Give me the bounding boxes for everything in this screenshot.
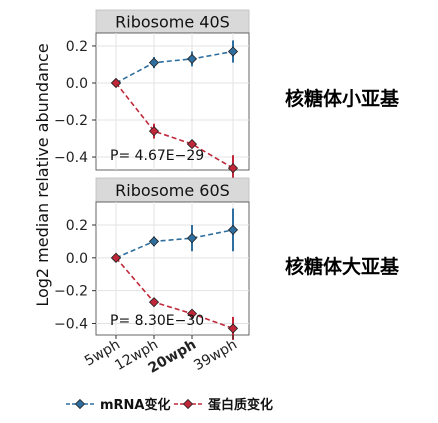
data-point-protein: [110, 252, 122, 263]
y-tick-label: 0.2: [66, 218, 88, 234]
plot-area: [95, 32, 250, 171]
legend-item-protein: 蛋白质变化: [174, 397, 273, 413]
data-point-mrna: [148, 57, 160, 68]
y-tick-label: −0.4: [54, 150, 88, 166]
data-point-protein: [148, 126, 160, 137]
data-point-protein: [110, 77, 122, 89]
legend-marker: [182, 398, 194, 410]
legend-label: mRNA变化: [100, 397, 171, 413]
p-value-annotation: P= 4.67E−29: [110, 148, 204, 164]
y-tick-label: −0.2: [54, 284, 88, 300]
legend-label: 蛋白质变化: [208, 397, 273, 413]
side-label: 核糖体小亚基: [285, 87, 400, 110]
p-value-annotation: P= 8.30E−30: [110, 313, 204, 329]
y-tick-label: 0.0: [66, 251, 88, 267]
side-label: 核糖体大亚基: [285, 255, 400, 278]
x-tick-label: 39wph: [191, 337, 240, 374]
data-point-protein: [148, 297, 160, 308]
data-point-mrna: [186, 53, 198, 64]
y-tick-label: −0.4: [54, 317, 88, 333]
data-point-mrna: [148, 236, 160, 247]
plot-area: [95, 201, 250, 336]
panel-title: Ribosome 40S: [115, 13, 230, 32]
data-point-protein: [227, 323, 239, 334]
data-point-mrna: [186, 233, 198, 244]
y-tick-label: 0.2: [66, 39, 88, 55]
legend-marker: [74, 398, 86, 410]
panel-1: Ribosome 40S 0.2 0.0 −0.2 −0.4 P= 4.67E−29 核糖体…: [54, 9, 400, 182]
y-tick-label: 0.0: [66, 76, 88, 92]
y-tick-label: −0.2: [54, 113, 88, 129]
panel-title: Ribosome 60S: [115, 181, 230, 200]
data-point-protein: [227, 163, 239, 174]
data-point-protein: [186, 308, 198, 319]
data-point-mrna: [227, 224, 239, 235]
data-point-protein: [186, 139, 198, 150]
data-point-mrna: [227, 46, 239, 57]
panel-2: Ribosome 60S 0.2 0.0 −0.2 −0.4 P= 8.30E−30 核糖体…: [54, 177, 400, 340]
series-line-protein: [115, 82, 234, 169]
legend-item-mrna: mRNA变化: [66, 397, 171, 413]
series-line-mrna: [115, 229, 234, 259]
y-axis-label: Log2 median relative abundance: [33, 43, 52, 306]
